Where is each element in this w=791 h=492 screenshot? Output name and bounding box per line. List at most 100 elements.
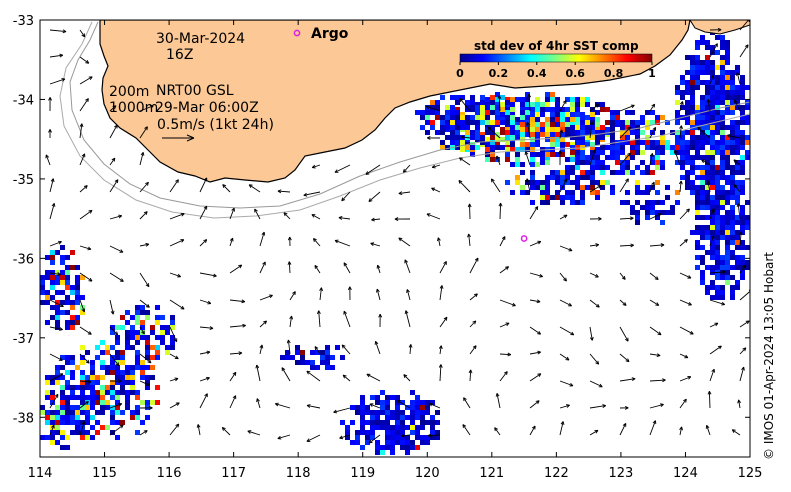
sst-cell xyxy=(125,390,130,395)
y-tick-label: -36 xyxy=(13,252,34,267)
current-vector xyxy=(709,299,726,306)
sst-cell xyxy=(700,205,705,210)
sst-cell xyxy=(600,107,605,112)
current-vector xyxy=(469,257,479,274)
current-vector xyxy=(343,310,351,328)
sst-cell xyxy=(740,275,745,280)
current-vector xyxy=(559,421,565,436)
sst-cell xyxy=(730,220,735,225)
sst-cell xyxy=(715,285,720,290)
sst-cell xyxy=(70,415,75,420)
sst-cell xyxy=(565,112,570,117)
sst-cell xyxy=(560,132,565,137)
sst-cell xyxy=(735,170,740,175)
current-vector xyxy=(139,299,150,308)
sst-cell xyxy=(580,190,585,195)
sst-cell xyxy=(715,230,720,235)
sst-cell xyxy=(125,345,130,350)
current-vector xyxy=(376,264,381,274)
sst-cell xyxy=(465,100,470,105)
sst-cell xyxy=(675,145,680,150)
sst-cell xyxy=(165,325,170,330)
sst-cell xyxy=(485,105,490,110)
sst-cell xyxy=(740,95,745,100)
sst-cell xyxy=(600,165,605,170)
current-vector xyxy=(425,105,441,112)
sst-cell xyxy=(580,150,585,155)
sst-cell xyxy=(530,170,535,175)
sst-cell xyxy=(705,55,710,60)
sst-cell xyxy=(720,55,725,60)
sst-cell xyxy=(685,70,690,75)
sst-cell xyxy=(565,107,570,112)
sst-cell xyxy=(625,110,630,115)
sst-cell xyxy=(675,160,680,165)
sst-cell xyxy=(385,395,390,400)
sst-cell xyxy=(460,115,465,120)
current-vector xyxy=(439,316,448,328)
sst-cell xyxy=(365,440,370,445)
sst-cell xyxy=(595,140,600,145)
sst-cell xyxy=(365,405,370,410)
sst-cell xyxy=(115,365,120,370)
sst-cell xyxy=(545,122,550,127)
sst-cell xyxy=(440,145,445,150)
sst-cell xyxy=(710,80,715,85)
sst-cell xyxy=(380,445,385,450)
sst-cell xyxy=(715,115,720,120)
sst-cell xyxy=(505,127,510,132)
sst-cell xyxy=(605,107,610,112)
current-vector xyxy=(679,353,689,359)
sst-cell xyxy=(625,140,630,145)
sst-cell xyxy=(580,125,585,130)
sst-cell xyxy=(715,245,720,250)
current-vector xyxy=(169,299,185,310)
current-vector xyxy=(139,242,150,247)
sst-cell xyxy=(550,142,555,147)
sst-cell xyxy=(745,115,750,120)
sst-cell xyxy=(155,400,160,405)
current-vector xyxy=(109,326,119,336)
sst-cell xyxy=(45,275,50,280)
sst-cell xyxy=(50,315,55,320)
sst-cell xyxy=(440,125,445,130)
sst-cell xyxy=(590,142,595,147)
current-vector xyxy=(619,326,629,342)
sst-cell xyxy=(525,132,530,137)
sst-cell xyxy=(170,345,175,350)
sst-cell xyxy=(715,265,720,270)
sst-cell xyxy=(410,440,415,445)
sst-cell xyxy=(445,145,450,150)
current-vector xyxy=(109,245,124,253)
sst-cell xyxy=(620,200,625,205)
sst-cell xyxy=(585,160,590,165)
sst-cell xyxy=(600,185,605,190)
sst-cell xyxy=(640,130,645,135)
current-vector xyxy=(733,159,741,166)
sst-cell xyxy=(725,230,730,235)
sst-cell xyxy=(485,130,490,135)
sst-cell xyxy=(35,290,40,295)
sst-cell xyxy=(705,85,710,90)
y-tick-label: -33 xyxy=(13,14,34,29)
sst-cell xyxy=(700,135,705,140)
sst-cell xyxy=(725,225,730,230)
sst-cell xyxy=(360,430,365,435)
sst-cell xyxy=(490,157,495,162)
sst-cell xyxy=(50,440,55,445)
sst-cell xyxy=(130,410,135,415)
sst-cell xyxy=(545,137,550,142)
sst-cell xyxy=(710,280,715,285)
sst-cell xyxy=(640,120,645,125)
sst-cell xyxy=(465,125,470,130)
sst-cell xyxy=(415,400,420,405)
current-vector xyxy=(139,181,149,193)
sst-cell xyxy=(555,97,560,102)
sst-cell xyxy=(725,250,730,255)
sst-cell xyxy=(410,445,415,450)
sst-cell xyxy=(735,65,740,70)
sst-cell xyxy=(550,175,555,180)
sst-cell xyxy=(710,265,715,270)
x-tick-label: 125 xyxy=(738,466,763,481)
sst-cell xyxy=(530,185,535,190)
